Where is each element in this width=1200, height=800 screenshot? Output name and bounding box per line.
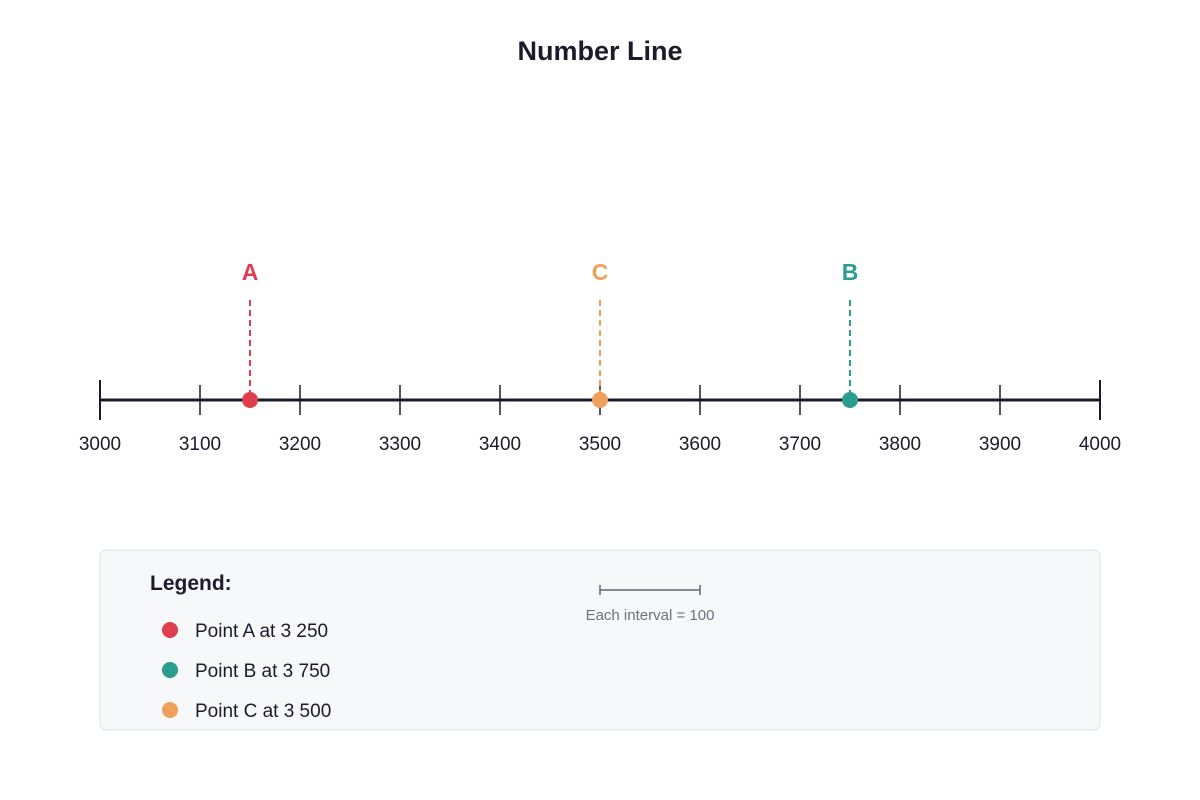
chart-title: Number Line (517, 36, 682, 66)
point-c-label: C (592, 259, 609, 285)
scale-label: Each interval = 100 (586, 607, 715, 624)
legend-swatch (162, 622, 178, 638)
axis-ticks: 3000 3100 3200 3300 3400 3500 3600 3700 3800 3900… (79, 380, 1121, 455)
point-a-label: A (242, 259, 259, 285)
point-b-marker (842, 392, 858, 408)
point-b-label: B (842, 259, 859, 285)
legend-swatch (162, 702, 178, 718)
tick-label: 3200 (279, 434, 321, 455)
tick-label: 3800 (879, 434, 921, 455)
point-c-marker (592, 392, 608, 408)
tick-label: 3100 (179, 434, 221, 455)
legend-panel: Legend: Point A at 3 250 Point B at 3 750… (99, 549, 1101, 731)
legend-box (99, 549, 1101, 731)
legend-item-label: Point C at 3 500 (195, 701, 331, 722)
scale-indicator: Each interval = 100 (586, 585, 715, 624)
tick-label: 3400 (479, 434, 521, 455)
tick-label: 4000 (1079, 434, 1121, 455)
tick-label: 3500 (579, 434, 621, 455)
tick-label: 3300 (379, 434, 421, 455)
tick-label: 3900 (979, 434, 1021, 455)
tick-label: 3600 (679, 434, 721, 455)
legend-swatch (162, 662, 178, 678)
legend-item-label: Point A at 3 250 (195, 621, 328, 642)
legend-item-label: Point B at 3 750 (195, 661, 330, 682)
tick-label: 3000 (79, 434, 121, 455)
tick-label: 3700 (779, 434, 821, 455)
legend-items: Point A at 3 250 Point B at 3 750 Point C … (162, 621, 331, 722)
legend-title: Legend: (150, 572, 232, 595)
point-a-marker (242, 392, 258, 408)
